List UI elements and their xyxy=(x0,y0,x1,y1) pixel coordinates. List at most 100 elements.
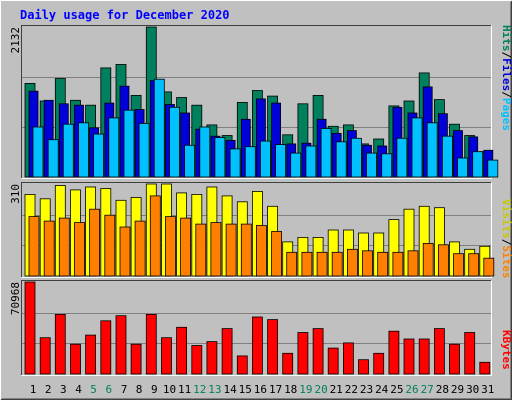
bar-pages-day-8 xyxy=(138,123,150,178)
bar-kbytes-day-16 xyxy=(251,316,263,375)
bar-sites-day-8 xyxy=(134,220,146,277)
legend-visits: Visits xyxy=(500,199,512,239)
bar-kbytes-day-25 xyxy=(388,330,400,375)
bar-sites-day-30 xyxy=(468,253,480,277)
x-axis-labels: 1 2 3 4 5 6 7 8 9 10 11 12 13 14 15 16 17 18 19 20 21 22 23 24 2… xyxy=(30,383,495,396)
legend-kbytes: KBytes xyxy=(500,330,512,370)
x-tick-label: 13 xyxy=(208,383,221,396)
bar-sites-day-3 xyxy=(58,217,70,277)
bar-pages-day-15 xyxy=(244,146,256,178)
bar-pages-day-24 xyxy=(381,153,393,178)
bar-pages-day-1 xyxy=(32,126,44,178)
x-tick-label: 21 xyxy=(330,383,343,396)
bar-pages-day-31 xyxy=(487,159,499,178)
legend-kbytes-panel: KBytes xyxy=(500,330,512,370)
x-tick-label: 15 xyxy=(239,383,252,396)
bar-pages-day-7 xyxy=(123,109,135,178)
bar-kbytes-day-31 xyxy=(479,361,491,375)
bar-pages-day-16 xyxy=(259,140,271,178)
bar-pages-day-5 xyxy=(93,133,104,178)
x-tick-label: 19 xyxy=(299,383,312,396)
bar-kbytes-day-19 xyxy=(297,332,309,375)
bar-sites-day-18 xyxy=(286,251,298,277)
x-tick-label: 10 xyxy=(163,383,176,396)
bar-kbytes-day-7 xyxy=(115,315,127,375)
x-tick-label: 8 xyxy=(136,383,143,396)
legend-hits-panel: Hits/Files/Pages xyxy=(500,25,512,131)
bar-sites-day-17 xyxy=(271,231,283,277)
x-tick-label: 2 xyxy=(45,383,52,396)
bar-sites-day-22 xyxy=(346,248,358,277)
bar-kbytes-day-27 xyxy=(418,338,430,375)
bar-pages-day-4 xyxy=(78,122,89,178)
svg-text:Visits/Sites: Visits/Sites xyxy=(500,199,512,279)
bar-sites-day-16 xyxy=(255,225,267,277)
bar-kbytes-day-2 xyxy=(39,337,51,375)
x-tick-label: 26 xyxy=(405,383,418,396)
bar-pages-day-28 xyxy=(441,135,453,178)
bar-pages-day-6 xyxy=(108,117,120,178)
bar-pages-day-22 xyxy=(350,137,362,178)
bar-sites-day-15 xyxy=(240,223,252,277)
bar-pages-day-11 xyxy=(184,144,196,178)
x-tick-label: 25 xyxy=(390,383,403,396)
x-tick-label: 16 xyxy=(254,383,267,396)
bar-kbytes-day-28 xyxy=(433,328,445,375)
kbytes-ymax-label: 70968 xyxy=(9,282,22,315)
bar-sites-day-11 xyxy=(180,217,192,277)
bar-sites-day-24 xyxy=(377,251,389,277)
bar-kbytes-day-10 xyxy=(161,337,172,375)
bar-sites-day-9 xyxy=(149,195,161,277)
bar-kbytes-day-6 xyxy=(100,320,112,375)
visits-ymax-label: 310 xyxy=(9,184,22,204)
bar-sites-day-20 xyxy=(316,251,328,277)
bar-pages-day-26 xyxy=(411,117,423,178)
x-tick-label: 14 xyxy=(223,383,237,396)
x-tick-label: 12 xyxy=(193,383,206,396)
svg-text:KBytes: KBytes xyxy=(500,330,512,370)
bar-sites-day-31 xyxy=(483,257,495,277)
bar-sites-day-28 xyxy=(437,244,449,277)
bar-kbytes-day-30 xyxy=(464,332,476,375)
x-tick-label: 23 xyxy=(360,383,373,396)
bar-sites-day-2 xyxy=(43,220,55,277)
bar-sites-day-1 xyxy=(28,216,40,277)
bar-pages-day-2 xyxy=(47,139,59,178)
legend-visits-panel: Visits/Sites xyxy=(500,199,512,279)
hits-ymax-label: 2132 xyxy=(9,27,22,54)
legend-pages: Pages xyxy=(500,98,512,131)
bar-sites-day-14 xyxy=(225,223,237,277)
x-tick-label: 7 xyxy=(121,383,128,396)
bar-sites-day-4 xyxy=(74,222,85,277)
bar-kbytes-day-18 xyxy=(282,352,294,375)
x-tick-label: 28 xyxy=(436,383,449,396)
bar-sites-day-27 xyxy=(422,242,434,277)
bar-pages-day-13 xyxy=(214,137,226,178)
bar-kbytes-day-1 xyxy=(24,281,36,375)
bar-kbytes-day-14 xyxy=(221,328,233,375)
bar-pages-day-21 xyxy=(335,141,347,178)
x-tick-label: 30 xyxy=(466,383,479,396)
bar-sites-day-7 xyxy=(119,226,131,277)
bar-sites-day-29 xyxy=(453,253,464,277)
svg-text:Hits/Files/Pages: Hits/Files/Pages xyxy=(500,25,512,131)
bar-kbytes-day-26 xyxy=(403,338,415,375)
bar-sites-day-19 xyxy=(301,251,313,277)
bar-kbytes-day-22 xyxy=(342,342,354,375)
bar-pages-day-10 xyxy=(169,106,180,178)
bar-sites-day-10 xyxy=(165,216,176,277)
x-tick-label: 27 xyxy=(421,383,434,396)
bar-kbytes-day-13 xyxy=(206,341,218,375)
x-tick-label: 18 xyxy=(284,383,297,396)
x-tick-label: 31 xyxy=(481,383,494,396)
bar-pages-day-12 xyxy=(199,126,211,178)
bar-kbytes-day-4 xyxy=(70,343,81,375)
bar-kbytes-day-29 xyxy=(449,343,460,375)
bar-kbytes-day-24 xyxy=(373,352,385,375)
x-tick-label: 5 xyxy=(90,383,97,396)
bar-sites-day-6 xyxy=(104,214,116,277)
bar-kbytes-day-3 xyxy=(54,313,66,375)
